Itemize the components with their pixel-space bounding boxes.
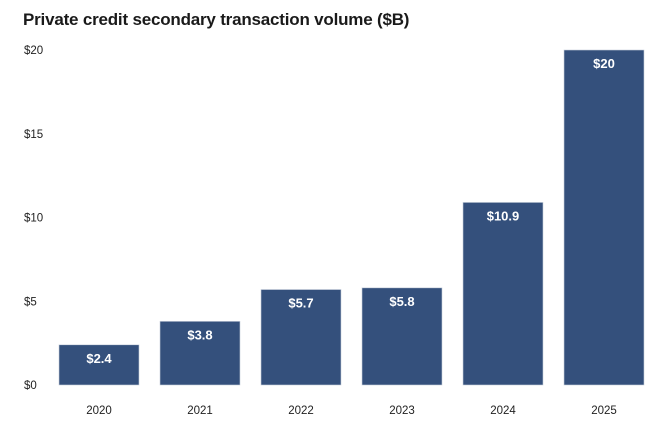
bar-2023 (361, 287, 443, 386)
data-label: $3.8 (187, 327, 212, 342)
data-label: $5.7 (288, 296, 313, 311)
y-tick-label: $10 (24, 213, 43, 225)
chart-title: Private credit secondary transaction vol… (23, 10, 410, 29)
bar-2020 (58, 344, 140, 386)
x-tick-label: 2023 (389, 405, 415, 417)
bar-2024 (462, 202, 544, 386)
x-tick-label: 2024 (490, 405, 516, 417)
data-label: $20 (593, 56, 615, 71)
x-tick-label: 2021 (187, 405, 213, 417)
x-tick-label: 2025 (591, 405, 617, 417)
y-tick-label: $5 (24, 296, 37, 308)
data-label: $5.8 (389, 294, 414, 309)
bar-2022 (260, 289, 342, 386)
bar-2021 (159, 321, 241, 386)
x-tick-label: 2020 (86, 405, 112, 417)
data-label: $2.4 (86, 351, 112, 366)
data-label: $10.9 (487, 208, 520, 223)
y-tick-label: $15 (24, 129, 43, 141)
y-tick-label: $0 (24, 380, 37, 392)
bar-2025 (563, 49, 645, 386)
y-tick-label: $20 (24, 45, 43, 57)
x-tick-label: 2022 (288, 405, 314, 417)
